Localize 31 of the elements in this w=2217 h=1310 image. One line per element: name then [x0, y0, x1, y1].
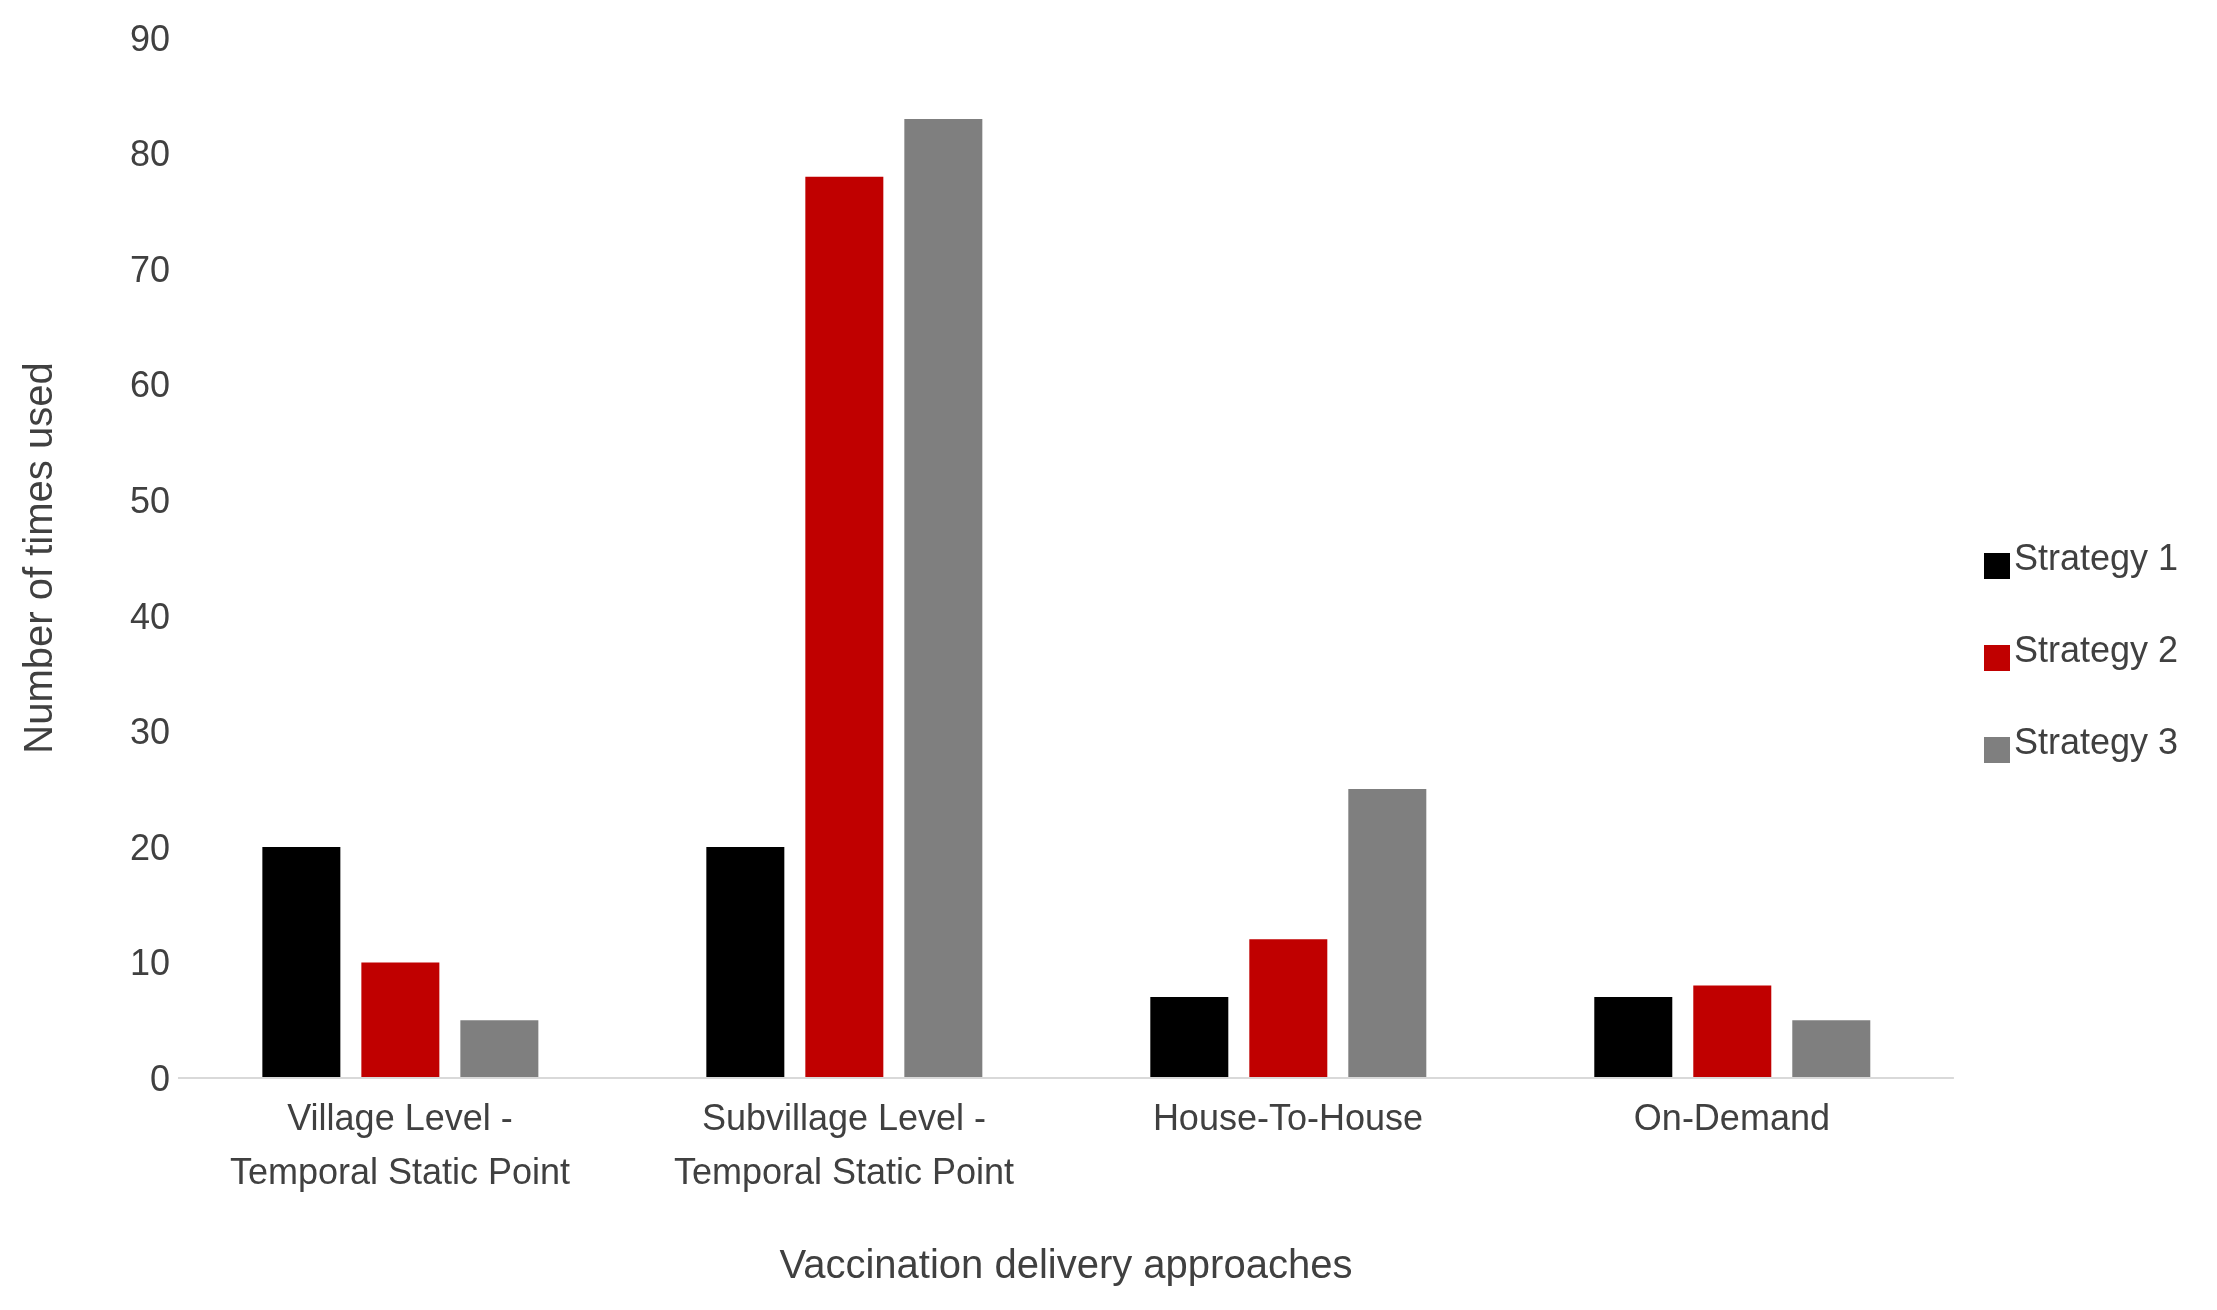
- bar: [706, 846, 785, 1078]
- x-tick-label: Village Level - Temporal Static Point: [229, 1097, 571, 1192]
- bar: [1594, 997, 1673, 1078]
- y-axis-title: Number of times used: [16, 362, 61, 754]
- bar: [1348, 789, 1427, 1078]
- x-tick-label: Subvillage Level - Temporal Static Point: [673, 1097, 1015, 1192]
- y-tick-label: 30: [129, 711, 170, 753]
- y-tick-label: 60: [129, 364, 170, 406]
- legend-label: Strategy 2: [2013, 629, 2178, 670]
- x-axis-title: Vaccination delivery approaches: [779, 1242, 1353, 1286]
- bar: [904, 118, 983, 1078]
- bar: [460, 1020, 539, 1078]
- x-tick-label: House-To-House: [1152, 1097, 1423, 1138]
- y-tick-label: 0: [149, 1057, 170, 1099]
- legend-label: Strategy 3: [2013, 721, 2178, 762]
- bar: [361, 962, 440, 1078]
- bar: [805, 176, 884, 1078]
- bar: [1150, 997, 1229, 1078]
- y-tick-label: 90: [129, 17, 170, 59]
- bar: [1792, 1020, 1871, 1078]
- legend-label: Strategy 1: [2013, 537, 2178, 578]
- bar: [1693, 985, 1772, 1078]
- x-tick-label: On-Demand: [1633, 1097, 1830, 1138]
- y-tick-label: 80: [129, 133, 170, 175]
- bar: [1249, 939, 1328, 1078]
- y-tick-label: 50: [129, 480, 170, 521]
- y-tick-label: 20: [129, 826, 170, 868]
- y-tick-label: 70: [129, 248, 170, 290]
- y-tick-label: 10: [129, 942, 170, 984]
- y-tick-label: 40: [129, 595, 170, 637]
- bar: [262, 846, 341, 1078]
